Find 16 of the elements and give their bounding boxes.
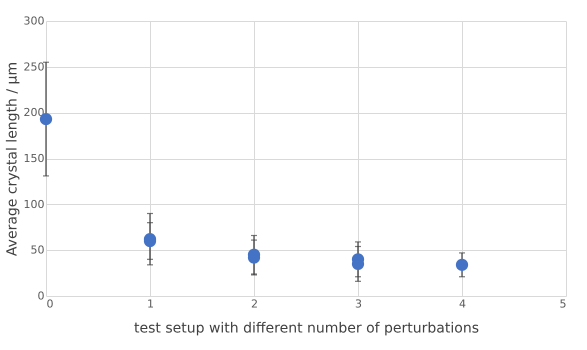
- y-tick-label: 300: [24, 14, 44, 28]
- y-tick-label: 100: [24, 198, 44, 211]
- x-axis-title: test setup with different number of perturbations: [134, 320, 479, 336]
- x-tick-label: 3: [355, 298, 362, 310]
- x-tick-label: 4: [459, 298, 466, 310]
- y-tick-label: 0: [38, 290, 44, 302]
- y-tick-label: 50: [30, 244, 44, 257]
- y-axis-title: Average crystal length / µm: [4, 62, 21, 256]
- x-tick-label: 1: [147, 298, 154, 310]
- y-tick-label: 150: [24, 152, 44, 165]
- y-tick-label: 250: [24, 60, 44, 74]
- point: [456, 258, 468, 271]
- x-tick-label: 2: [251, 298, 258, 310]
- x-tick-label: 0: [46, 298, 54, 310]
- x-tick-label: 5: [560, 298, 566, 310]
- y-tick-label: 200: [24, 106, 44, 120]
